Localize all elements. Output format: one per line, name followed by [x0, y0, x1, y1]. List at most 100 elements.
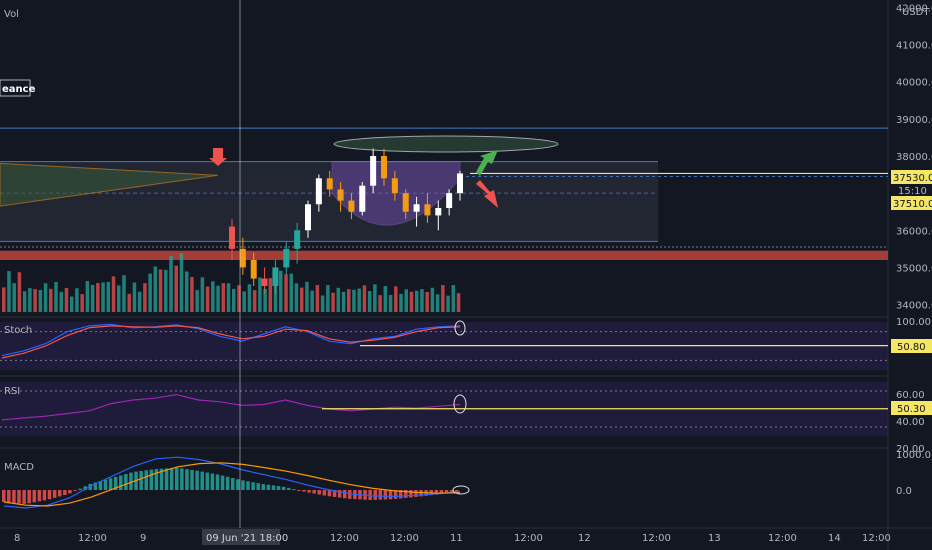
stoch-panel[interactable] [0, 320, 888, 361]
macd-histogram-bar [144, 470, 148, 490]
second-price-label: 37510.0 [893, 199, 932, 210]
time-tick-label: 12 [578, 533, 591, 544]
countdown-label: 15:10 [898, 186, 927, 197]
volume-bar [232, 288, 236, 312]
macd-histogram-bar [78, 488, 82, 490]
time-tick-label: 11 [450, 533, 463, 544]
candle-body [337, 189, 344, 201]
time-tick-label: 12:00 [862, 533, 891, 544]
volume-bar [399, 293, 403, 312]
macd-histogram-bar [103, 479, 108, 490]
macd-histogram-bar [220, 475, 225, 490]
macd-histogram-bar [169, 467, 174, 490]
macd-histogram-bar [139, 470, 143, 490]
rsi-panel[interactable] [0, 390, 888, 428]
rsi-tick-20: 20.00 [896, 444, 925, 455]
macd-histogram-bar [449, 490, 454, 493]
volume-bar [137, 291, 142, 312]
time-tick-label: 12:00 [390, 533, 419, 544]
green-up-arrow-icon [476, 150, 498, 176]
volume-bar [75, 288, 79, 312]
macd-histogram-bar [231, 478, 235, 490]
macd-histogram-bar [2, 490, 6, 502]
price-tick-label: 41000.0 [896, 41, 932, 52]
rsi-value-label: 50.30 [897, 404, 926, 415]
volume-bar [190, 277, 194, 312]
macd-histogram-bar [419, 490, 423, 497]
volume-bar [430, 287, 435, 312]
volume-bar [388, 294, 393, 312]
time-axis[interactable]: 8 12:00 9 12:00 12:00 11 12:00 12 12:00 13 12:00 14… [14, 533, 891, 544]
candle-body [250, 260, 257, 279]
macd-histogram-bar [409, 490, 413, 498]
volume-bar [148, 273, 152, 312]
volume-bar [216, 285, 220, 312]
macd-marker-ellipse [452, 485, 470, 495]
volume-bar [341, 291, 346, 312]
macd-histogram-bar [251, 482, 255, 490]
macd-histogram-bar [129, 472, 133, 490]
macd-histogram-bar [190, 469, 194, 490]
volume-bar [17, 272, 22, 312]
macd-histogram-bar [68, 490, 72, 494]
macd-histogram-bar [215, 474, 220, 490]
support-resistance-band [0, 250, 888, 260]
volume-bar [69, 296, 74, 312]
stoch-value-badge [891, 339, 932, 353]
time-tick-label: 12:00 [642, 533, 671, 544]
price-tick-label: 42000.0 [896, 3, 932, 14]
volume-bar [294, 283, 299, 312]
time-tick-label: 12:00 [330, 533, 359, 544]
volume-bar [85, 281, 90, 312]
macd-histogram-bar [454, 490, 459, 493]
macd-panel[interactable] [2, 456, 470, 509]
macd-histogram-bar [159, 468, 164, 490]
volume-bar [158, 269, 163, 312]
candle-body [315, 178, 322, 205]
macd-histogram-bar [73, 490, 77, 491]
macd-histogram-bar [93, 482, 98, 490]
volume-bar [289, 273, 293, 312]
volume-bar [80, 294, 84, 312]
macd-histogram-bar [337, 490, 342, 498]
volume-bar [195, 290, 199, 312]
volume-bar [409, 291, 414, 312]
volume-bar [315, 285, 320, 312]
time-tick-label: 12:00 [514, 533, 543, 544]
price-tick-label: 38000.0 [896, 152, 932, 163]
macd-histogram-bar [307, 490, 311, 493]
macd-histogram-bar [210, 473, 215, 490]
volume-bar [64, 288, 69, 312]
volume-bar [383, 286, 388, 312]
macd-histogram-bar [261, 484, 266, 490]
volume-label: Vol [4, 9, 19, 20]
volume-bar [273, 278, 278, 312]
left-tag-box[interactable] [0, 79, 31, 97]
crosshair-time-badge [202, 529, 280, 545]
stoch-tick-100: 100.00 [896, 317, 931, 328]
macd-histogram-bar [327, 490, 332, 497]
candle-body [272, 267, 279, 286]
volume-bar [101, 282, 105, 312]
macd-histogram-bar [98, 481, 103, 490]
volume-bar [164, 269, 168, 312]
volume-bar [127, 293, 131, 312]
macd-histogram-bar [256, 483, 260, 490]
volume-bar [237, 285, 241, 312]
rsi-marker-ellipse [453, 394, 467, 414]
price-panel[interactable] [0, 127, 888, 294]
volume-bar [305, 281, 309, 312]
macd-histogram-bar [57, 490, 62, 497]
price-tick-label: 40000.0 [896, 78, 932, 89]
candle-body [370, 156, 377, 186]
time-tick-label: 9 [140, 533, 146, 544]
macd-histogram-bar [444, 490, 449, 494]
volume-bar [420, 289, 424, 312]
volume-bar [310, 290, 314, 312]
macd-histogram-bar [113, 476, 118, 490]
volume-bar [153, 266, 158, 312]
volume-bar [258, 277, 262, 312]
price-axis[interactable]: 42000.0 41000.0 40000.0 39000.0 38000.0 36000… [896, 3, 932, 311]
